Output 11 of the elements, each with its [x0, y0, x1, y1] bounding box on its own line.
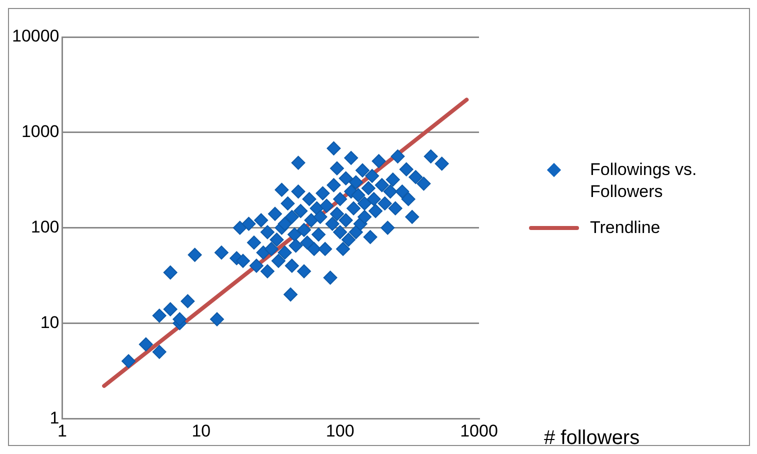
x-tick-label: 100 — [326, 421, 354, 440]
y-tick-label: 100 — [30, 217, 60, 236]
legend-label: Trendline — [590, 217, 662, 239]
x-tick-label: 1000 — [460, 421, 498, 440]
y-tick-label: 10 — [40, 312, 60, 332]
x-tick-label: 10 — [192, 421, 211, 440]
legend-label: Followings vs. Followers — [590, 159, 698, 203]
y-tick-label: 10000 — [12, 26, 60, 46]
x-axis-title: # followers — [544, 427, 640, 450]
y-tick-label: 1 — [50, 408, 60, 428]
y-tick-label: 1000 — [21, 122, 60, 142]
